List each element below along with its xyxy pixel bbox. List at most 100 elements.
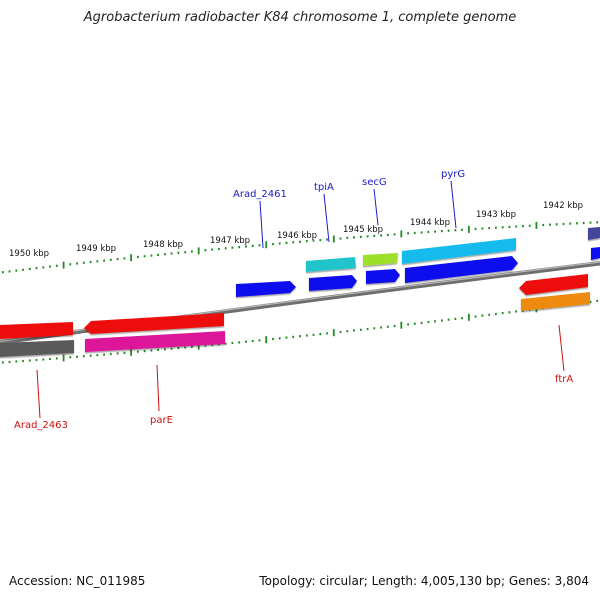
inner-tick-73 [488, 313, 491, 316]
outer-tick-43 [285, 241, 288, 244]
outer-tick-41 [272, 243, 274, 246]
gene-label-arad-2461[interactable]: Arad_2461 [233, 189, 287, 200]
outer-tick-77 [515, 225, 518, 228]
gene-pare-lower[interactable] [85, 331, 225, 352]
gene-arad-2461-block[interactable] [236, 281, 296, 297]
outer-tick-37 [245, 245, 247, 248]
outer-tick-70 [468, 225, 470, 233]
outer-tick-23 [150, 254, 153, 257]
outer-tick-82 [549, 223, 551, 226]
tick-label-1948: 1948 kbp [143, 240, 183, 250]
gene-far-right-lower[interactable] [591, 247, 600, 260]
callout-lines-top [259, 180, 457, 249]
inner-tick-48 [319, 333, 322, 336]
inner-tick-56 [373, 327, 376, 330]
inner-tick-51 [339, 330, 342, 334]
gene-arad-2463-lower[interactable] [0, 340, 74, 357]
outer-tick-29 [191, 250, 193, 253]
inner-tick-31 [204, 344, 207, 347]
outer-tick-5 [28, 267, 31, 271]
inner-tick-17 [109, 352, 112, 356]
map-title: Agrobacterium radiobacter K84 chromosome… [83, 10, 517, 25]
tick-label-1950: 1950 kbp [9, 249, 49, 259]
outer-tick-11 [69, 263, 72, 266]
tick-label-1942: 1942 kbp [543, 201, 583, 211]
inner-tick-68 [454, 317, 457, 320]
outer-tick-6 [35, 267, 38, 270]
inner-tick-54 [359, 328, 362, 331]
inner-tick-69 [461, 317, 463, 320]
inner-tick-22 [143, 350, 146, 353]
inner-tick-25 [164, 348, 166, 351]
outer-tick-49 [326, 238, 328, 241]
gene-label-ftra[interactable]: ftrA [555, 374, 573, 385]
gene-label-secg[interactable]: secG [362, 177, 387, 188]
outer-tick-54 [359, 235, 362, 238]
inner-tick-8 [49, 357, 51, 360]
outer-tick-61 [407, 232, 409, 235]
outer-tick-74 [495, 226, 497, 229]
inner-tick-30 [197, 342, 200, 350]
outer-tick-64 [427, 230, 430, 234]
outer-tick-14 [89, 260, 92, 264]
inner-tick-76 [508, 311, 511, 314]
inner-tick-28 [184, 346, 187, 349]
gene-pare-upper[interactable] [84, 313, 224, 334]
gene-pyrg-lower[interactable] [405, 256, 518, 283]
inner-tick-52 [346, 330, 349, 333]
gene-far-right-upper[interactable] [588, 227, 600, 240]
gene-label-tpia[interactable]: tpiA [314, 182, 334, 193]
inner-tick-19 [123, 351, 126, 354]
inner-tick-88 [589, 300, 592, 303]
gene-label-arad-2463[interactable]: Arad_2463 [14, 420, 68, 431]
outer-tick-72 [481, 227, 484, 230]
gene-tpia-lower[interactable] [309, 275, 357, 291]
outer-tick-68 [454, 229, 457, 232]
outer-tick-50 [332, 235, 335, 243]
inner-tick-53 [353, 329, 355, 332]
inner-tick-70 [468, 313, 470, 321]
outer-tick-59 [393, 233, 396, 236]
outer-tick-39 [258, 244, 261, 247]
outer-tick-15 [96, 260, 99, 263]
outer-tick-66 [441, 230, 443, 233]
outer-tick-46 [305, 240, 308, 243]
inner-tick-3 [15, 360, 18, 363]
inner-tick-29 [191, 345, 193, 348]
outer-tick-57 [380, 234, 382, 237]
gene-secg-upper[interactable] [363, 253, 398, 266]
outer-tick-63 [420, 231, 423, 234]
gene-ftra-lower[interactable] [521, 292, 590, 311]
inner-tick-45 [299, 335, 301, 338]
gene-ftra-upper[interactable] [519, 274, 588, 295]
outer-tick-17 [109, 258, 112, 261]
outer-tick-16 [103, 259, 105, 262]
gene-label-pare[interactable]: parE [150, 415, 173, 426]
gene-secg-lower[interactable] [366, 269, 400, 284]
outer-tick-12 [76, 262, 78, 265]
accession-text: Accession: NC_011985 [9, 574, 146, 588]
inner-tick-16 [103, 353, 105, 356]
outer-tick-36 [238, 246, 241, 249]
outer-tick-27 [177, 251, 180, 254]
inner-tick-20 [130, 348, 132, 356]
outer-tick-34 [224, 247, 227, 250]
gene-tpia-upper[interactable] [306, 257, 356, 272]
outer-tick-69 [461, 228, 463, 231]
inner-tick-66 [441, 319, 443, 322]
inner-tick-10 [62, 354, 65, 362]
gene-pyrg-upper[interactable] [402, 238, 516, 264]
inner-tick-6 [35, 358, 38, 362]
inner-tick-41 [272, 337, 274, 341]
outer-tick-83 [555, 223, 558, 226]
outer-tick-80 [535, 221, 538, 229]
outer-tick-86 [576, 222, 578, 225]
gene-label-pyrg[interactable]: pyrG [441, 169, 465, 180]
outer-tick-73 [488, 227, 491, 230]
outer-tick-84 [562, 222, 565, 226]
outer-tick-26 [170, 252, 173, 255]
gene-arad-2463-upper[interactable] [0, 322, 73, 339]
inner-tick-5 [28, 359, 31, 362]
inner-tick-4 [22, 359, 24, 363]
